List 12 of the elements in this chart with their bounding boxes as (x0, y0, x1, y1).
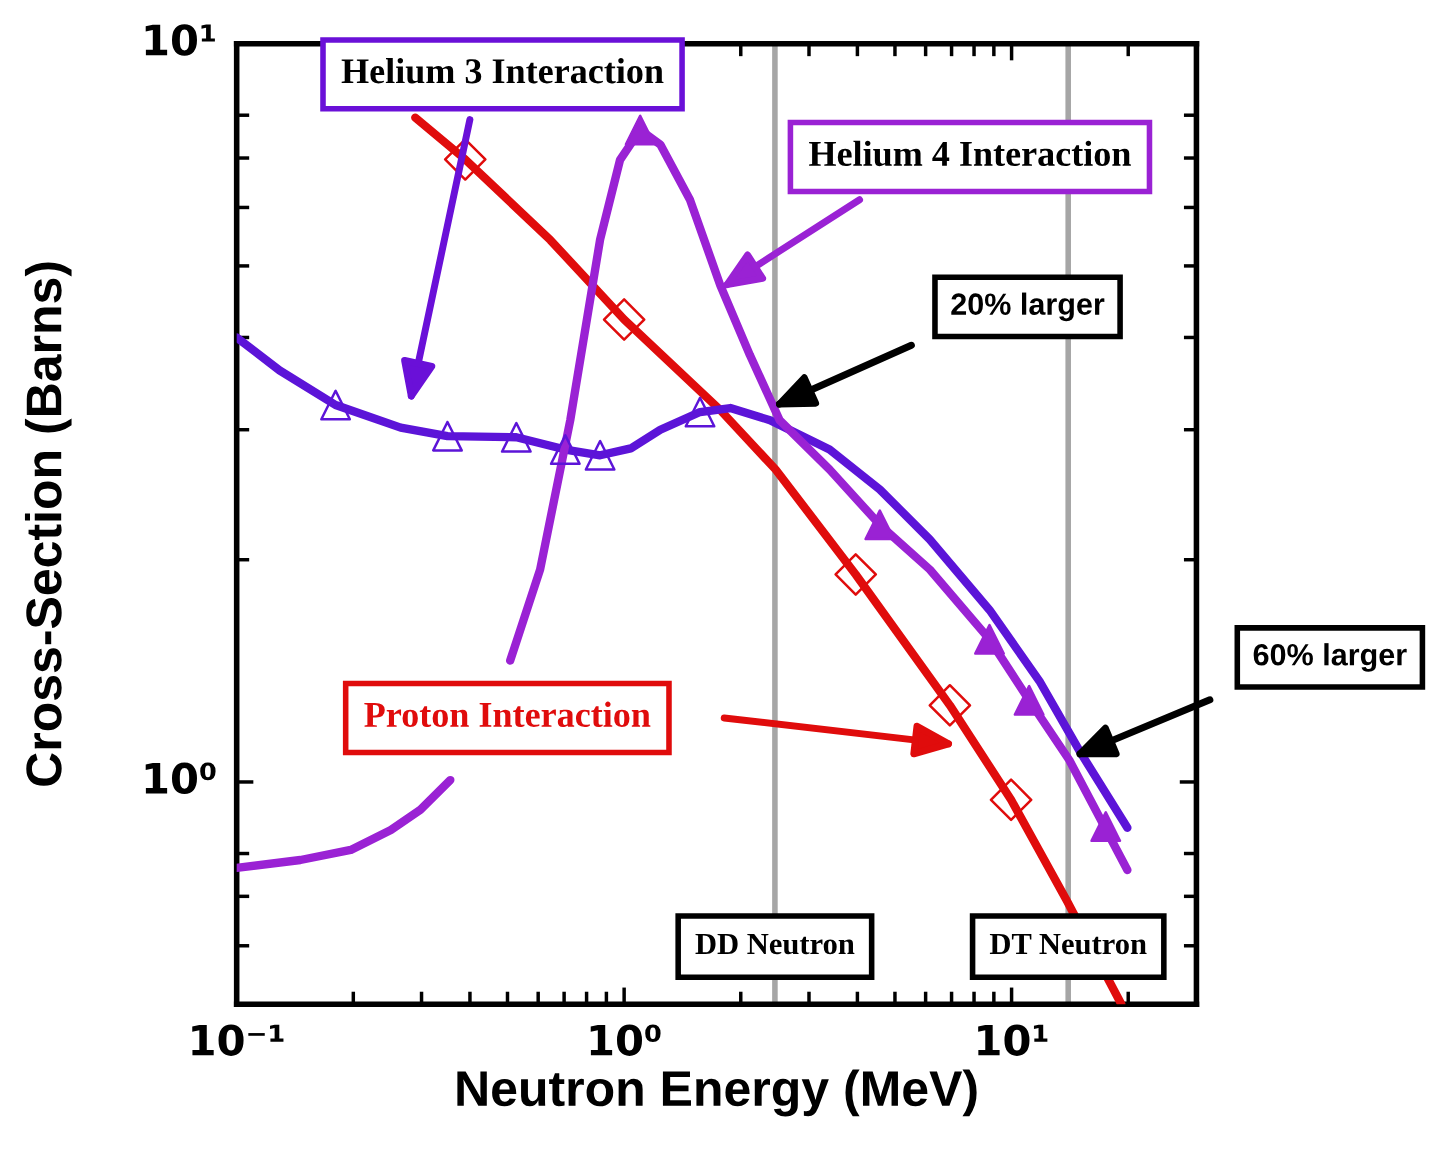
x-axis-title: Neutron Energy (MeV) (457, 1069, 977, 1117)
annotation: Helium 3 Interaction (341, 58, 664, 84)
ref-line-label: DT Neutron (989, 933, 1147, 955)
text: 60% larger (1253, 643, 1407, 672)
x-tick-label: 10⁰ (590, 1024, 661, 1056)
ref-line-label: DD Neutron (695, 933, 855, 955)
annotation: Proton Interaction (364, 701, 651, 728)
annotation: 20% larger (951, 292, 1105, 322)
x-tick-label: 10⁻¹ (192, 1024, 284, 1056)
y-axis-title: Cross-Section (Barns) (24, 262, 72, 786)
annotation: Helium 4 Interaction (809, 140, 1131, 167)
x-tick-label: 10¹ (978, 1024, 1048, 1056)
